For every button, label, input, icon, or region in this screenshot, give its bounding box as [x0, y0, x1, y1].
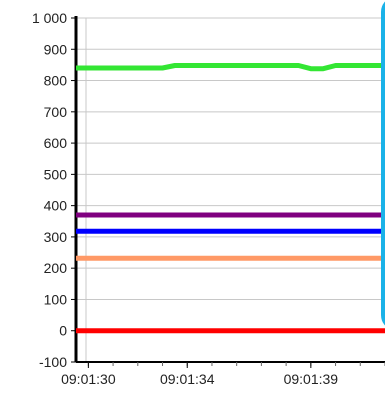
y-tick-label: 800 — [44, 73, 68, 89]
series-group — [76, 63, 385, 334]
y-tick-label: -100 — [39, 354, 67, 370]
x-tick-label: 09:01:39 — [284, 371, 339, 387]
y-tick-label: 0 — [59, 323, 67, 339]
y-tick-label: 500 — [44, 166, 68, 182]
y-tick-label: 700 — [44, 104, 68, 120]
series-line-0 — [76, 63, 385, 72]
y-tick-label: 1 000 — [32, 10, 67, 26]
axes — [71, 16, 385, 368]
y-tick-label: 600 — [44, 135, 68, 151]
y-tick-label: 200 — [44, 260, 68, 276]
y-tick-label: 900 — [44, 41, 68, 57]
y-tick-label: 400 — [44, 198, 68, 214]
x-tick-label: 09:01:34 — [160, 371, 215, 387]
x-tick-label: 09:01:30 — [61, 371, 116, 387]
gridlines — [76, 17, 385, 363]
y-tick-label: 300 — [44, 229, 68, 245]
y-tick-label: 100 — [44, 291, 68, 307]
